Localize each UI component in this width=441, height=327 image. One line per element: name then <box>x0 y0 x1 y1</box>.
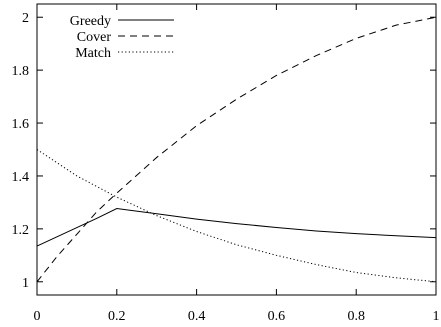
legend-label-cover: Cover <box>77 30 112 45</box>
x-tick-label: 0.6 <box>268 309 286 324</box>
x-tick-label: 1 <box>433 309 440 324</box>
series-line-cover <box>36 16 437 283</box>
x-tick-label: 0 <box>34 309 41 324</box>
legend-label-greedy: Greedy <box>70 14 111 29</box>
y-tick-label: 1.6 <box>12 117 30 132</box>
series-line-match <box>36 149 437 283</box>
series-line-greedy <box>36 207 437 247</box>
x-tick-label: 0.8 <box>347 309 365 324</box>
legend-label-match: Match <box>75 46 111 61</box>
y-tick-label: 1 <box>22 276 29 291</box>
y-tick-label: 1.4 <box>12 170 30 185</box>
x-tick-label: 0.2 <box>108 309 126 324</box>
y-tick-label: 1.8 <box>12 64 30 79</box>
y-tick-label: 1.2 <box>12 223 30 238</box>
y-tick-label: 2 <box>22 11 29 26</box>
x-tick-label: 0.4 <box>188 309 206 324</box>
